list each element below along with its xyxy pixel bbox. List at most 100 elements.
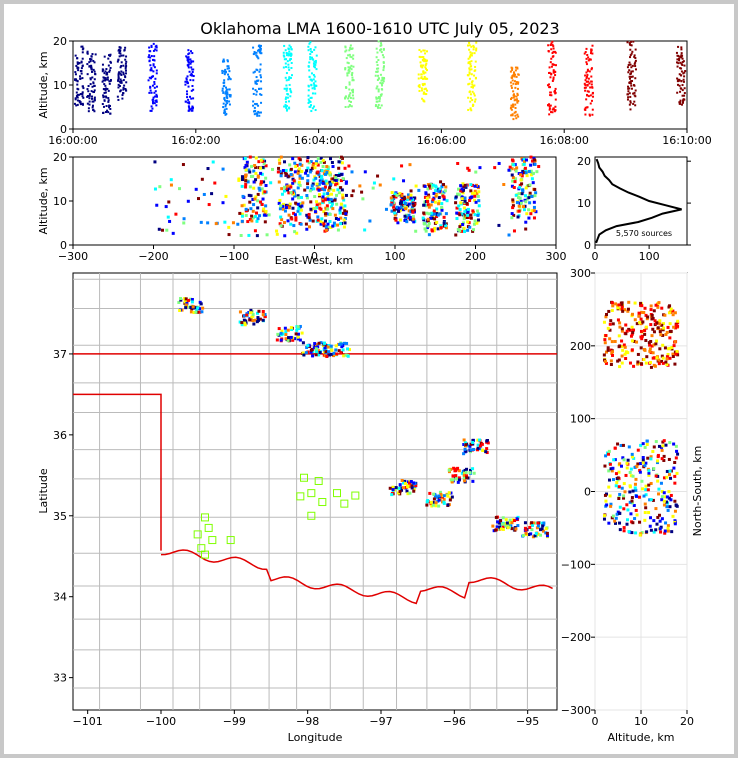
altitude-east-west-point	[298, 176, 302, 180]
north-south-xlabel: Altitude, km	[607, 731, 674, 744]
north-south-point	[672, 466, 676, 470]
altitude-east-west-point	[524, 186, 528, 190]
altitude-time-point	[189, 79, 192, 82]
altitude-time-point	[184, 100, 187, 103]
altitude-time-point	[680, 70, 683, 73]
altitude-east-west-point	[278, 207, 282, 211]
altitude-time-point	[311, 107, 314, 110]
altitude-time-point	[228, 70, 231, 73]
lma-figure: Oklahoma LMA 1600-1610 UTC July 05, 2023…	[4, 4, 734, 754]
altitude-time-xtick-label: 16:06:00	[417, 134, 466, 147]
altitude-east-west-point	[316, 218, 320, 222]
altitude-time-point	[468, 77, 471, 80]
altitude-time-point	[680, 67, 683, 70]
north-south-point	[625, 518, 629, 522]
altitude-east-west-point	[473, 219, 477, 223]
altitude-east-west-point	[457, 204, 461, 208]
altitude-east-west-point	[469, 213, 473, 217]
altitude-time-point	[307, 89, 310, 92]
altitude-time-point	[76, 96, 79, 99]
altitude-east-west-point	[321, 201, 325, 205]
north-south-point	[643, 518, 647, 522]
plan-view-point	[430, 504, 434, 508]
altitude-time-point	[426, 89, 429, 92]
plan-view-point	[524, 528, 528, 532]
altitude-time-point	[675, 61, 678, 64]
altitude-east-west-point	[165, 228, 169, 232]
altitude-east-west-point	[259, 181, 263, 185]
altitude-east-west-point	[305, 213, 309, 217]
altitude-time-point	[347, 69, 350, 72]
altitude-east-west-point	[310, 184, 314, 188]
altitude-time-point	[187, 53, 190, 56]
altitude-time-point	[348, 49, 351, 52]
altitude-time-point	[586, 90, 589, 93]
altitude-east-west-point	[393, 211, 397, 215]
altitude-time-point	[88, 103, 91, 106]
altitude-time-point	[122, 86, 125, 89]
north-south-point	[673, 362, 677, 366]
altitude-east-west-point	[289, 185, 293, 189]
altitude-east-west-point	[430, 199, 434, 203]
plan-view-point	[451, 478, 455, 482]
north-south-point	[603, 341, 607, 345]
altitude-time-point	[120, 81, 123, 84]
altitude-east-west-point	[454, 233, 458, 237]
plan-view-point	[334, 348, 338, 352]
altitude-time-point	[191, 74, 194, 77]
altitude-east-west-point	[247, 168, 251, 172]
north-south-point	[625, 461, 629, 465]
altitude-east-west-point	[507, 168, 511, 172]
altitude-time-point	[290, 74, 293, 77]
north-south-point	[650, 334, 654, 338]
altitude-east-west-point	[363, 228, 367, 232]
altitude-east-west-point	[454, 195, 458, 199]
plan-view-point	[453, 469, 457, 473]
altitude-east-west-point	[471, 229, 475, 233]
altitude-time-point	[470, 73, 473, 76]
altitude-time-point	[119, 66, 122, 69]
altitude-east-west-point	[318, 179, 322, 183]
north-south-point	[602, 517, 606, 521]
north-south-point	[622, 529, 626, 533]
altitude-east-west-point	[473, 213, 477, 217]
north-south-point	[671, 354, 675, 358]
north-south-point	[618, 521, 622, 525]
altitude-east-west-point	[240, 219, 244, 223]
north-south-point	[660, 457, 664, 461]
altitude-time-point	[467, 83, 470, 86]
altitude-east-west-point	[323, 212, 327, 216]
altitude-time-point	[94, 53, 97, 56]
altitude-east-west-point	[262, 207, 266, 211]
altitude-east-west-point	[318, 193, 322, 197]
altitude-time-point	[259, 93, 262, 96]
plan-view-point	[306, 350, 310, 354]
altitude-time-point	[683, 71, 686, 74]
altitude-east-west-point	[307, 161, 311, 165]
altitude-east-west-point	[468, 225, 472, 229]
altitude-time-point	[153, 80, 156, 83]
altitude-time-point	[307, 94, 310, 97]
altitude-time-point	[375, 87, 378, 90]
altitude-time-point	[223, 108, 226, 111]
altitude-east-west-point	[332, 223, 336, 227]
altitude-time-point	[352, 54, 355, 57]
altitude-east-west-point	[319, 219, 323, 223]
altitude-east-west-point	[529, 212, 533, 216]
north-south-point	[609, 502, 613, 506]
altitude-time-point	[119, 90, 122, 93]
altitude-east-west-point	[466, 220, 470, 224]
altitude-time-point	[469, 53, 472, 56]
altitude-east-west-point	[512, 186, 516, 190]
altitude-time-point	[551, 43, 554, 46]
altitude-east-west-point	[280, 192, 284, 196]
altitude-east-west-point	[279, 171, 283, 175]
altitude-east-west-point	[426, 187, 430, 191]
plan-view-point	[448, 498, 452, 502]
altitude-time-point	[680, 63, 683, 66]
altitude-time-point	[382, 48, 385, 51]
altitude-time-point	[348, 95, 351, 98]
altitude-east-west-point	[202, 192, 206, 196]
altitude-time-point	[252, 71, 255, 74]
north-south-point	[618, 505, 622, 509]
